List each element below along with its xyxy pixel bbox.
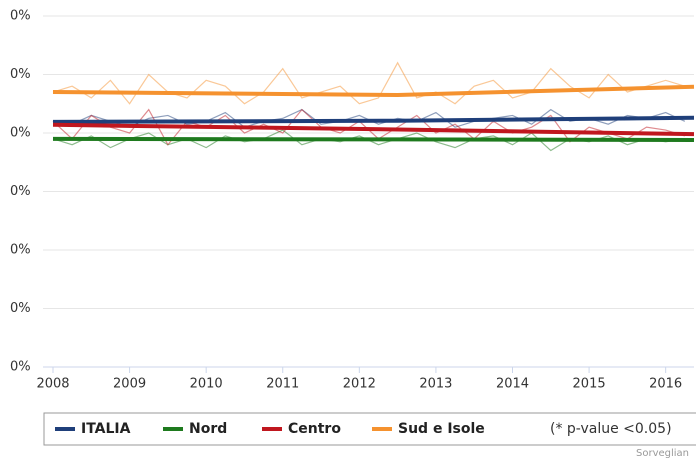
y-tick-label: 0%: [10, 360, 31, 375]
legend-label: Sud e Isole: [398, 421, 485, 437]
y-tick-label: 0%: [10, 126, 31, 141]
x-tick-label: 2013: [419, 377, 452, 392]
x-tick-label: 2008: [36, 377, 69, 392]
legend-label: Nord: [189, 421, 227, 437]
raw-line: [52, 61, 685, 105]
x-tick-label: 2009: [113, 377, 146, 392]
y-tick-label: 0%: [10, 301, 31, 316]
y-tick-label: 0%: [10, 184, 31, 199]
legend-label: Centro: [288, 421, 341, 437]
x-tick-label: 2014: [496, 377, 529, 392]
trend-line: [52, 115, 695, 124]
legend-label: ITALIA: [81, 421, 131, 437]
legend-note: (* p-value <0.05): [550, 421, 672, 437]
x-tick-label: 2015: [573, 377, 606, 392]
y-tick-label: 0%: [10, 67, 31, 82]
credit: Sorveglian: [636, 448, 689, 459]
legend-box: [43, 412, 696, 446]
trend-line: [52, 84, 695, 97]
trend-line: [52, 122, 695, 137]
x-tick-label: 2016: [649, 377, 682, 392]
y-tick-label: 0%: [10, 243, 31, 258]
x-tick-label: 2010: [190, 377, 223, 392]
y-tick-label: 0%: [10, 9, 31, 24]
x-tick-label: 2011: [266, 377, 299, 392]
x-tick-label: 2012: [343, 377, 376, 392]
trend-line: [52, 136, 695, 143]
